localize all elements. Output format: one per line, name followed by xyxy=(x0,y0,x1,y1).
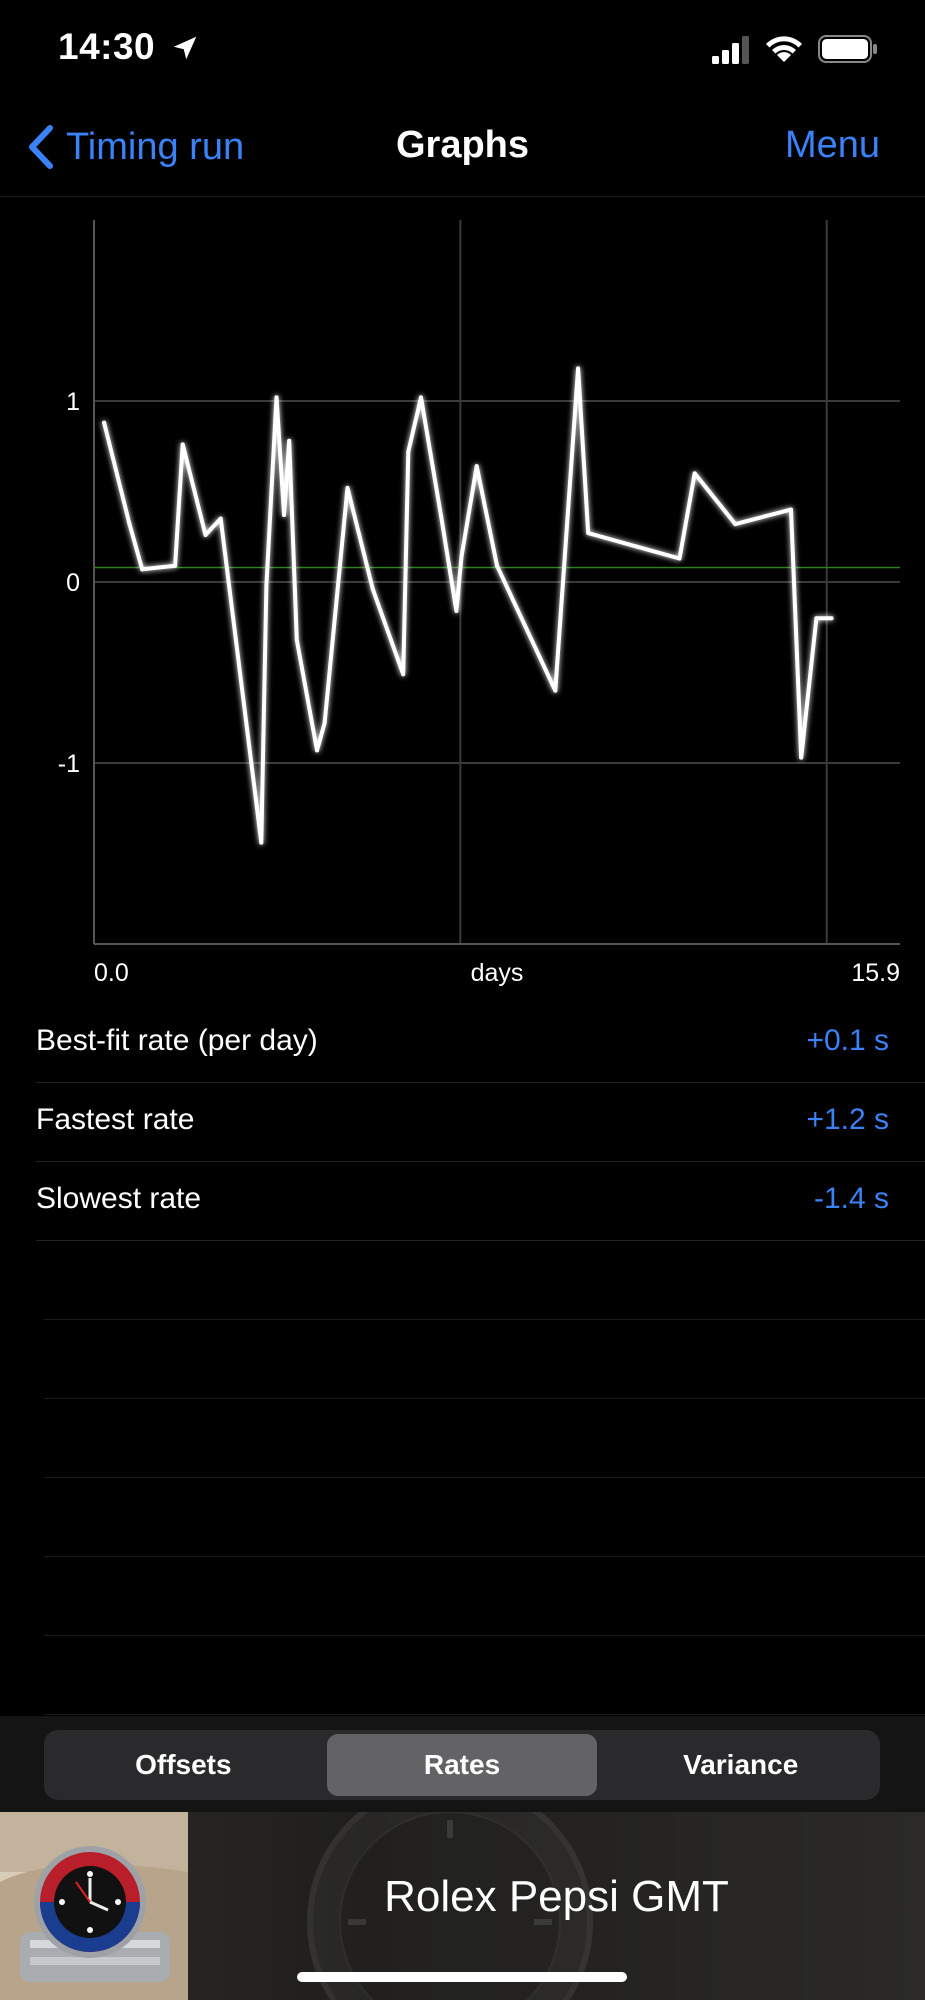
rate-data-point xyxy=(418,395,423,400)
rate-data-point xyxy=(495,563,499,568)
rate-data-point xyxy=(345,485,350,490)
tab-variance[interactable]: Variance xyxy=(683,1749,799,1780)
rate-data-point xyxy=(203,532,208,537)
rate-data-point xyxy=(282,513,287,518)
chart-grid xyxy=(93,220,900,945)
empty-row xyxy=(44,1320,925,1399)
rate-data-point xyxy=(799,755,804,760)
stat-label: Best-fit rate (per day) xyxy=(36,1024,318,1057)
stat-value: -1.4 s xyxy=(813,1182,889,1215)
rate-data-point xyxy=(264,583,269,588)
empty-row xyxy=(44,1557,925,1636)
rate-data-point xyxy=(733,522,738,527)
rate-data-point xyxy=(259,840,264,845)
home-indicator xyxy=(297,1972,627,1982)
rate-data-point xyxy=(315,748,320,753)
rate-data-point xyxy=(180,442,185,447)
x-axis-title: days xyxy=(471,959,524,987)
rate-data-point xyxy=(218,516,223,521)
rate-data-point xyxy=(553,688,558,693)
rate-data-point xyxy=(789,507,794,512)
chevron-left-icon xyxy=(29,125,53,169)
stat-row-slowest: Slowest rate -1.4 s xyxy=(36,1162,925,1241)
tab-rates[interactable]: Rates xyxy=(326,1734,598,1796)
rate-data-point xyxy=(586,531,591,536)
stat-row-best-fit: Best-fit rate (per day) +0.1 s xyxy=(36,1004,925,1083)
rate-data-point xyxy=(829,616,834,621)
watch-photo xyxy=(0,1812,188,2000)
rate-data-point xyxy=(173,563,178,568)
empty-row xyxy=(44,1478,925,1557)
rate-data-point xyxy=(287,438,292,443)
rate-data-point xyxy=(127,522,132,527)
navigation-bar: Timing run Graphs Menu xyxy=(0,100,925,197)
page-title: Graphs xyxy=(395,124,530,166)
y-tick-label: 0 xyxy=(66,569,80,597)
rates-chart: 1 0 -1 0.0 days 15.9 xyxy=(58,220,900,987)
rate-data-point xyxy=(370,587,375,592)
rate-series-points xyxy=(102,366,834,845)
location-arrow-icon xyxy=(173,36,197,60)
watch-name: Rolex Pepsi GMT xyxy=(384,1872,729,1921)
rate-data-point xyxy=(459,554,464,559)
rate-data-point xyxy=(294,637,299,642)
wifi-icon xyxy=(766,36,802,62)
rate-data-point xyxy=(677,556,682,561)
y-tick-label: 1 xyxy=(66,388,80,416)
y-tick-label: -1 xyxy=(58,750,80,778)
stat-row-fastest: Fastest rate +1.2 s xyxy=(36,1083,925,1162)
battery-icon xyxy=(818,35,877,63)
status-time: 14:30 xyxy=(58,26,156,67)
x-axis-end-label: 15.9 xyxy=(851,959,900,987)
rate-data-point xyxy=(576,366,581,371)
y-axis: 1 0 -1 xyxy=(58,388,80,778)
rate-series-line xyxy=(102,366,834,845)
stats-list: Best-fit rate (per day) +0.1 s Fastest r… xyxy=(0,1004,925,1715)
rate-data-point xyxy=(274,395,279,400)
rate-data-point xyxy=(322,721,327,726)
watch-banner[interactable]: Rolex Pepsi GMT xyxy=(0,1812,925,2000)
rate-data-point xyxy=(140,567,145,572)
graph-type-segmented-control: Offsets Rates Variance xyxy=(44,1730,880,1800)
empty-row xyxy=(44,1636,925,1715)
status-bar: 14:30 xyxy=(0,0,925,100)
rate-data-point xyxy=(102,420,107,425)
stat-label: Slowest rate xyxy=(36,1182,202,1215)
rate-data-point xyxy=(439,514,444,519)
stat-value: +0.1 s xyxy=(806,1024,889,1057)
rate-data-point xyxy=(692,471,697,476)
x-axis-start-label: 0.0 xyxy=(94,959,129,987)
rate-data-point xyxy=(814,616,819,621)
cellular-signal-icon xyxy=(712,36,749,64)
empty-row xyxy=(44,1241,925,1320)
rate-data-point xyxy=(474,464,479,469)
stat-value: +1.2 s xyxy=(806,1103,889,1136)
empty-row xyxy=(44,1399,925,1478)
rate-data-point xyxy=(454,608,459,613)
watch-background-image xyxy=(307,1812,593,2000)
stat-label: Fastest rate xyxy=(36,1103,195,1136)
back-button-label: Timing run xyxy=(66,125,245,168)
tab-offsets[interactable]: Offsets xyxy=(135,1749,232,1780)
menu-button[interactable]: Menu xyxy=(784,124,880,166)
bottom-toolbar: Offsets Rates Variance xyxy=(0,1716,925,1812)
back-button[interactable]: Timing run xyxy=(26,122,244,172)
rate-data-point xyxy=(401,672,406,677)
rate-data-point xyxy=(406,449,411,454)
